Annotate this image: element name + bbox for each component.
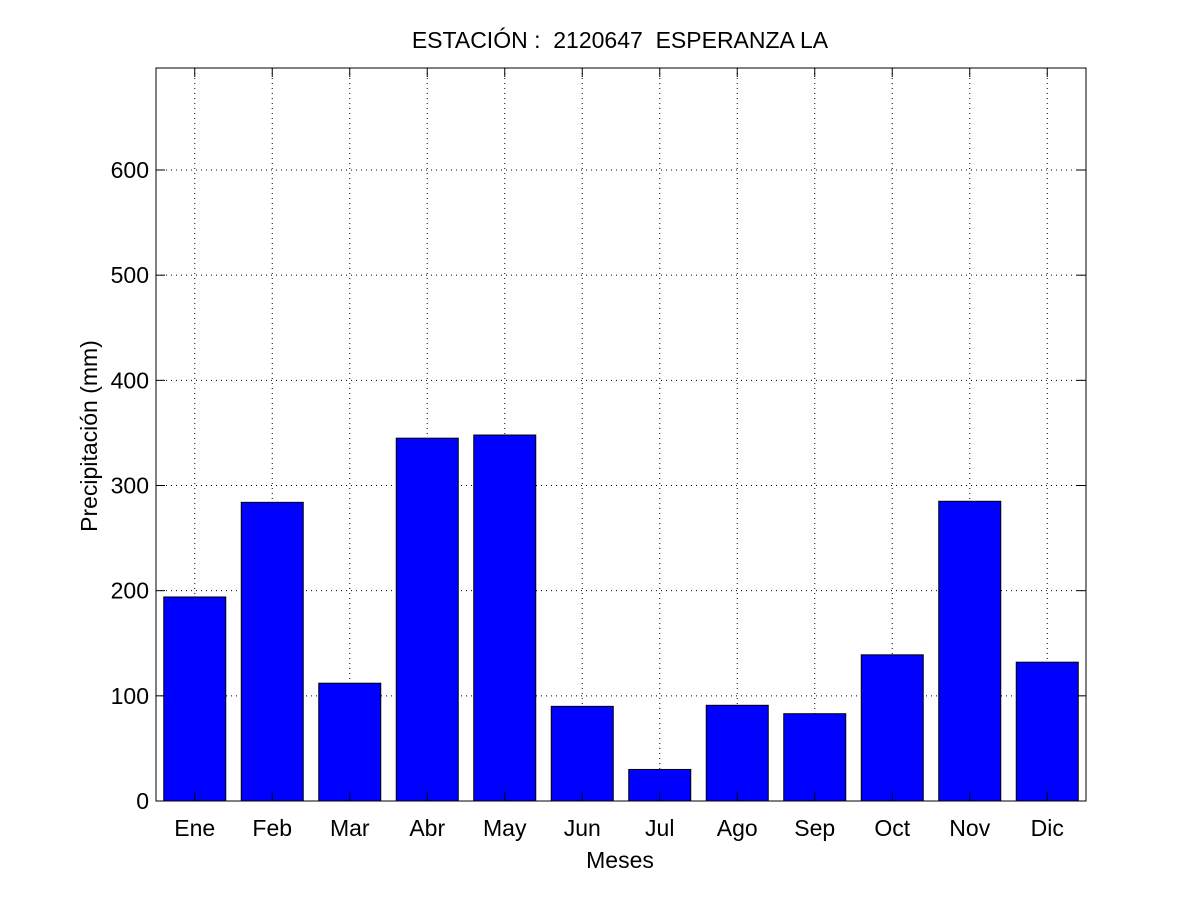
bar-feb xyxy=(240,501,304,802)
y-tick-label: 400 xyxy=(111,367,149,393)
y-tick-label: 500 xyxy=(111,262,149,288)
bar-may xyxy=(473,434,537,802)
plot-frame xyxy=(155,67,1087,802)
bar-abr xyxy=(395,437,459,802)
x-tick-labels: Ene Feb Mar Abr May Jun Jul Ago Sep Oct Nov Dic xyxy=(174,815,1064,841)
y-tick-label: 200 xyxy=(111,578,149,604)
y-tick-label: 600 xyxy=(111,157,149,183)
axis-ticks xyxy=(156,68,1086,802)
y-tick-label: 0 xyxy=(136,788,149,814)
x-tick-label: Sep xyxy=(794,815,835,841)
bar-nov xyxy=(938,500,1002,802)
x-tick-label: Feb xyxy=(252,815,292,841)
x-tick-label: Oct xyxy=(874,815,910,841)
bar-dic xyxy=(1015,661,1079,802)
bar-oct xyxy=(860,654,924,802)
y-tick-label: 100 xyxy=(111,683,149,709)
bars-group xyxy=(163,434,1079,802)
x-tick-label: Nov xyxy=(949,815,990,841)
x-tick-label: Jun xyxy=(564,815,601,841)
x-tick-label: Mar xyxy=(330,815,370,841)
x-tick-label: Ago xyxy=(717,815,758,841)
bar-ago xyxy=(705,704,769,802)
x-tick-label: Jul xyxy=(645,815,674,841)
x-tick-label: Ene xyxy=(174,815,215,841)
x-tick-label: May xyxy=(483,815,527,841)
y-tick-label: 300 xyxy=(111,473,149,499)
x-axis-label: Meses xyxy=(586,847,654,873)
bar-sep xyxy=(783,713,847,802)
chart-title: ESTACIÓN : 2120647 ESPERANZA LA xyxy=(412,27,829,53)
y-tick-labels: 0 100 200 300 400 500 600 xyxy=(111,157,149,814)
bar-mar xyxy=(318,682,382,802)
bar-ene xyxy=(163,596,227,802)
x-tick-label: Abr xyxy=(409,815,445,841)
bar-jun xyxy=(550,705,614,802)
y-axis-label: Precipitación (mm) xyxy=(76,340,102,532)
x-tick-label: Dic xyxy=(1031,815,1064,841)
